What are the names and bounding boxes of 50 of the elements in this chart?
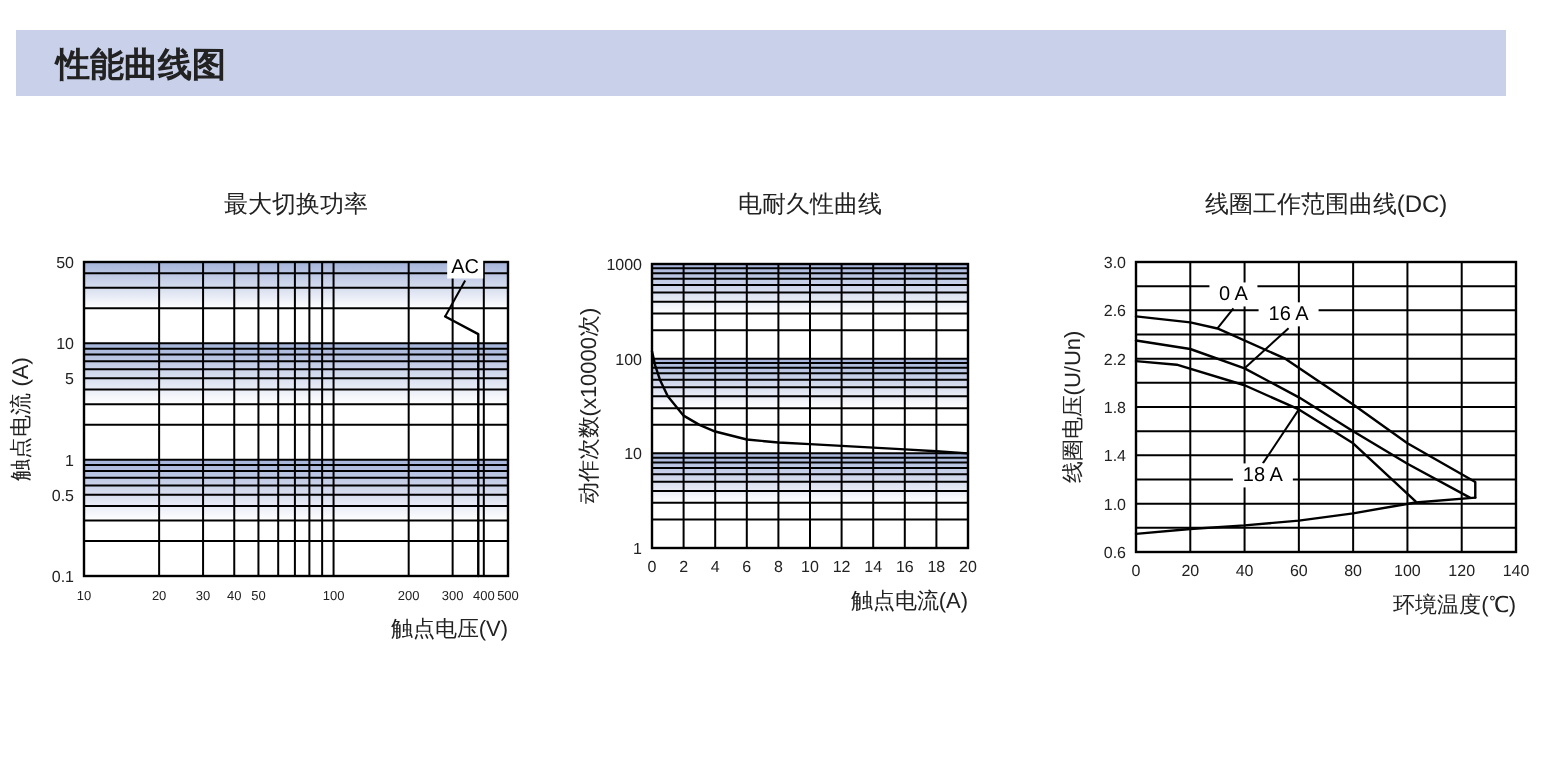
- x-axis-title: 环境温度(℃): [1393, 592, 1516, 618]
- y-tick-label: 2.2: [1103, 350, 1128, 369]
- x-tick-label: 100: [1394, 562, 1422, 580]
- chart-title: 电耐久性曲线: [738, 190, 882, 218]
- x-tick-label: 12: [832, 558, 852, 576]
- x-tick-label: 18: [927, 558, 947, 576]
- x-tick-label: 40: [1235, 562, 1255, 580]
- series-label: 0 A: [1218, 284, 1249, 307]
- series-label: AC: [451, 256, 480, 279]
- y-tick-label: 1: [65, 451, 76, 470]
- y-tick-label: 0.1: [51, 568, 76, 586]
- chart-title: 线圈工作范围曲线(DC): [1204, 190, 1448, 218]
- x-tick-label: 2: [679, 558, 690, 576]
- y-tick-label: 10: [56, 335, 76, 354]
- x-tick-label: 10: [801, 558, 820, 576]
- y-axis-title: 触点电流 (A): [8, 357, 34, 481]
- x-tick-label: 4: [710, 558, 721, 576]
- chart-title: 最大切换功率: [224, 190, 368, 218]
- text: 性能曲线图: [54, 46, 226, 84]
- x-tick-label: 0: [647, 558, 658, 576]
- x-tick-label: 6: [742, 558, 753, 576]
- x-axis-title: 触点电压(V): [390, 616, 508, 642]
- y-tick-label: 0.5: [51, 486, 76, 505]
- y-tick-label: 1: [633, 540, 644, 558]
- x-tick-label: 16: [895, 558, 915, 576]
- y-tick-label: 1.0: [1103, 495, 1128, 514]
- x-tick-label: 20: [959, 558, 978, 576]
- y-tick-label: 1.4: [1103, 447, 1128, 466]
- y-axis-title: 动作次数(x10000次): [578, 307, 602, 505]
- y-tick-label: 50: [56, 254, 76, 272]
- x-tick-label: 120: [1448, 562, 1477, 580]
- x-tick-label: 14: [864, 558, 884, 576]
- y-tick-label: 3.0: [1103, 254, 1128, 272]
- x-axis-title: 触点电流(A): [850, 588, 968, 614]
- y-tick-label: 0.6: [1103, 544, 1128, 562]
- text: 18 A: [1242, 465, 1284, 488]
- x-tick-label: 20: [1181, 562, 1201, 580]
- y-tick-label: 1000: [606, 256, 644, 274]
- x-tick-label: 140: [1502, 562, 1531, 580]
- y-tick-label: 10: [624, 445, 644, 464]
- y-tick-label: 1.8: [1103, 399, 1128, 417]
- y-tick-label: 5: [65, 370, 76, 389]
- x-tick-label: 8: [773, 558, 784, 576]
- x-tick-label: 80: [1344, 562, 1364, 580]
- y-axis-title: 线圈电压(U/Un): [1060, 330, 1086, 484]
- x-tick-label: 60: [1289, 562, 1309, 580]
- text: 16 A: [1268, 304, 1310, 327]
- y-tick-label: 100: [615, 350, 644, 369]
- x-tick-label: 0: [1131, 562, 1142, 580]
- y-tick-label: 2.6: [1103, 302, 1128, 321]
